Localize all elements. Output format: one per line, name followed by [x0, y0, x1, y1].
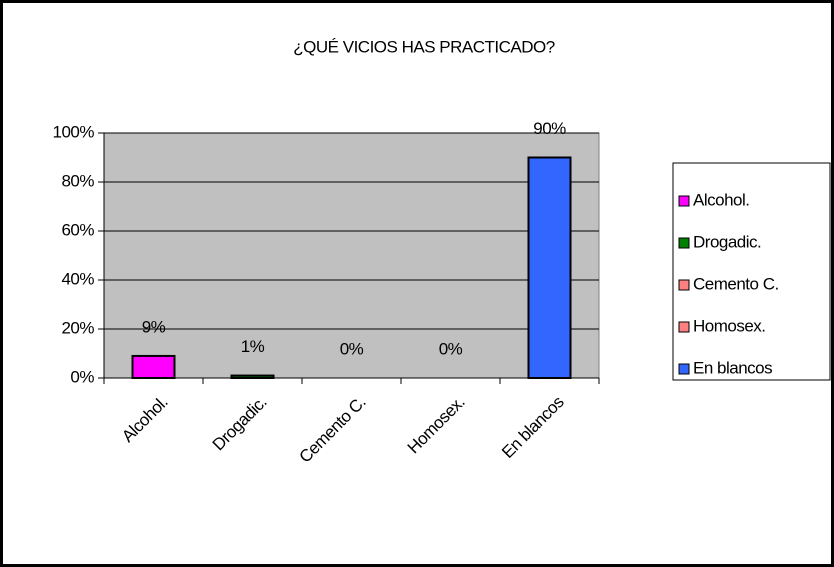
value-label: 9%	[142, 317, 166, 336]
legend	[672, 162, 831, 381]
chart-title: ¿QUÉ VICIOS HAS PRACTICADO?	[293, 37, 554, 56]
bar	[131, 354, 176, 380]
value-label: 1%	[241, 337, 265, 356]
legend-swatch	[678, 237, 690, 249]
plot-area	[103, 132, 600, 379]
legend-label: En blancos	[693, 358, 772, 377]
y-tick-label: 0%	[70, 367, 94, 386]
legend-label: Cemento C.	[693, 274, 779, 293]
value-label: 0%	[439, 339, 463, 358]
y-tick-label: 80%	[61, 171, 94, 190]
value-label: 90%	[533, 119, 566, 138]
y-tick-label: 20%	[61, 318, 94, 337]
y-tick-label: 40%	[61, 269, 94, 288]
legend-label: Drogadic.	[693, 232, 761, 251]
bar	[230, 374, 275, 379]
legend-swatch	[678, 363, 690, 375]
legend-label: Homosex.	[693, 316, 766, 335]
y-tick-label: 100%	[53, 122, 95, 141]
y-tick-label: 60%	[61, 220, 94, 239]
value-label: 0%	[340, 339, 364, 358]
legend-swatch	[678, 195, 690, 207]
legend-swatch	[678, 279, 690, 291]
legend-swatch	[678, 321, 690, 333]
legend-label: Alcohol.	[693, 190, 749, 209]
bar	[527, 156, 572, 379]
